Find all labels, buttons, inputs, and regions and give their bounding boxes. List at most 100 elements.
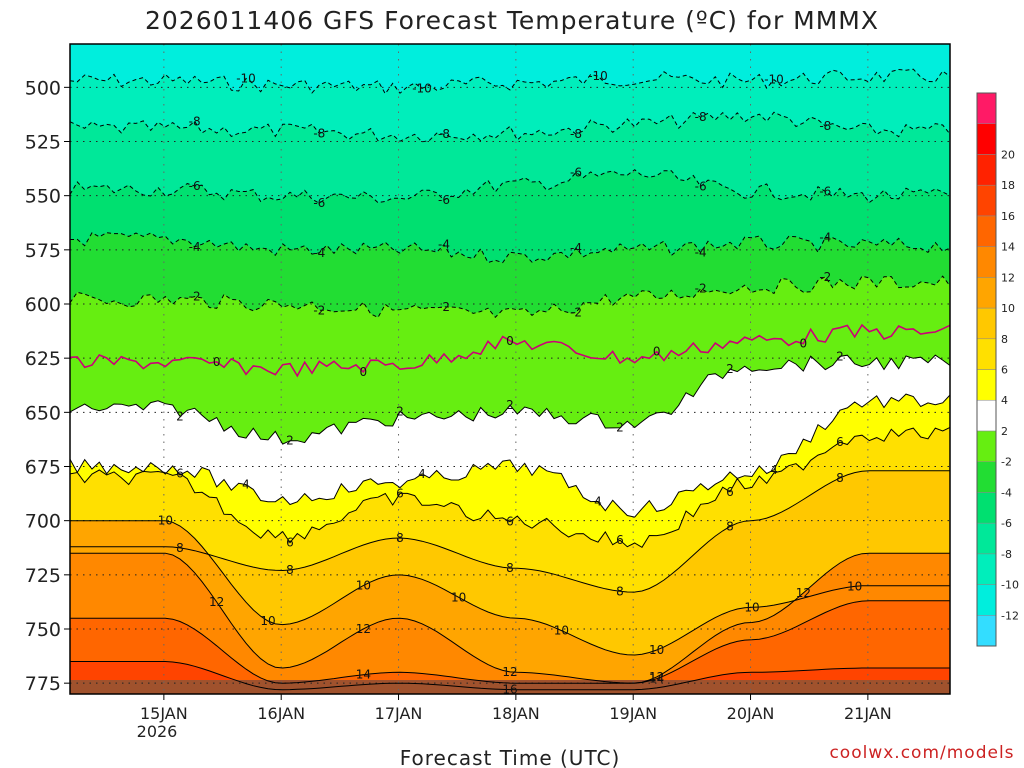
contour-label: -4	[570, 241, 582, 255]
contour-label: -8	[438, 127, 450, 141]
contour-label: 0	[653, 345, 661, 359]
contour-label: 2	[396, 404, 404, 418]
x-tick-label: 16JAN	[257, 704, 305, 723]
isotherm--8	[70, 111, 950, 143]
colorbar-tick-label: 18	[1001, 179, 1015, 192]
contour-label: 10	[260, 614, 275, 628]
contour-label: 6	[176, 467, 184, 481]
plot-area	[70, 44, 950, 694]
colorbar-swatch	[976, 615, 997, 647]
band-fill-14	[70, 600, 950, 694]
colorbar-tick-label: -6	[1001, 517, 1012, 530]
y-tick-label: 575	[25, 240, 61, 262]
contour-label: 2	[616, 421, 624, 435]
x-tick-label: 15JAN	[140, 704, 188, 723]
isotherm-10	[70, 520, 950, 656]
contour-label: 2	[286, 434, 294, 448]
colorbar-tick-label: -2	[1001, 456, 1012, 469]
x-tick-label: 19JAN	[609, 704, 657, 723]
colorbar-swatch	[976, 399, 997, 432]
contour-label: 8	[396, 531, 404, 545]
colorbar-swatch	[976, 215, 997, 247]
contour-label: -4	[313, 246, 325, 260]
contour-label: 8	[616, 584, 624, 598]
isotherm--6	[70, 169, 950, 204]
y-axis: 500 525 550 575 600 625 650 675 700 725 750 775	[25, 77, 70, 695]
contour-label: -10	[412, 81, 432, 95]
contour-label: -4	[189, 240, 201, 254]
contour-label: 6	[286, 536, 294, 550]
contour-label: -2	[695, 282, 707, 296]
contour-label: -10	[764, 73, 784, 87]
colorbar-tick-label: 8	[1001, 333, 1008, 346]
isotherm-16	[70, 661, 950, 691]
credit-link[interactable]: coolwx.com/models	[829, 743, 1014, 763]
contour-label: -6	[313, 196, 325, 210]
contour-label: 2	[726, 362, 734, 376]
y-tick-label: 775	[25, 673, 61, 695]
contour-label: -4	[819, 230, 831, 244]
x-tick-label: 18JAN	[492, 704, 540, 723]
colorbar-swatch	[976, 369, 997, 401]
contour-label: 4	[770, 463, 778, 477]
contour-label: -8	[313, 126, 325, 140]
colorbar-swatch	[976, 184, 997, 217]
contour-label: 14	[356, 668, 371, 682]
isotherm-6	[70, 426, 950, 548]
isotherm-0	[70, 323, 950, 378]
contour-label: -4	[438, 238, 450, 252]
colorbar-tick-label: -10	[1001, 579, 1019, 592]
contour-label: 16	[502, 683, 517, 697]
contour-label: -6	[570, 165, 582, 179]
colorbar-tick-label: 14	[1001, 241, 1015, 254]
contour-label: -2	[819, 270, 831, 284]
x-tick-label: 20JAN	[727, 704, 775, 723]
colorbar-tick-label: 6	[1001, 364, 1008, 377]
contour-label: 10	[744, 600, 759, 614]
contour-label: 2	[176, 410, 184, 424]
colorbar-swatch	[976, 522, 997, 555]
y-tick-label: 650	[25, 402, 61, 424]
colorbar-tick-label: -8	[1001, 548, 1012, 561]
isotherm-4	[70, 393, 950, 518]
contour-label: 0	[506, 334, 514, 348]
contour-label: 2	[836, 349, 844, 363]
colorbar-tick-label: -4	[1001, 486, 1012, 499]
y-tick-label: 700	[25, 511, 61, 533]
contour-label: 0	[800, 337, 808, 351]
contour-label: 10	[649, 643, 664, 657]
contour-label: 4	[242, 478, 250, 492]
contour-label: -2	[570, 306, 582, 320]
y-tick-label: 750	[25, 619, 61, 641]
isotherm-layer: -10 -10 -10 -10 -8 -8 -8 -8 -8 -8 -6 -6 -6 -6 -6 -6 -4 -4…	[70, 68, 950, 697]
colorbar-swatch	[976, 92, 997, 124]
contour-label: -8	[695, 110, 707, 124]
contour-label: -6	[695, 179, 707, 193]
x-tick-label: 17JAN	[375, 704, 423, 723]
contour-label: -6	[438, 193, 450, 207]
x-axis-label: Forecast Time (UTC)	[400, 746, 621, 768]
colorbar-swatch	[976, 277, 997, 309]
colorbar-swatch	[976, 553, 997, 585]
contour-label: 6	[506, 515, 514, 529]
contour-label: 8	[726, 519, 734, 533]
colorbar-swatch	[976, 154, 997, 186]
isotherm-14	[70, 600, 950, 684]
y-tick-label: 525	[25, 132, 61, 154]
colorbar-swatch	[976, 584, 997, 616]
colorbar-tick-label: -12	[1001, 609, 1019, 622]
isotherm--10	[70, 68, 950, 95]
plot-frame	[69, 43, 951, 695]
contour-label: -6	[819, 184, 831, 198]
contour-label: 10	[158, 514, 173, 528]
colorbar-tick-label: 16	[1001, 210, 1015, 223]
contour-label: 10	[356, 579, 371, 593]
contour-label: 6	[616, 533, 624, 547]
contour-label: 14	[649, 672, 664, 686]
contour-label: 12	[649, 670, 664, 684]
colorbar-swatch	[976, 430, 997, 462]
contour-label: -2	[189, 290, 201, 304]
y-tick-label: 600	[25, 294, 61, 316]
contour-label: 10	[847, 579, 862, 593]
